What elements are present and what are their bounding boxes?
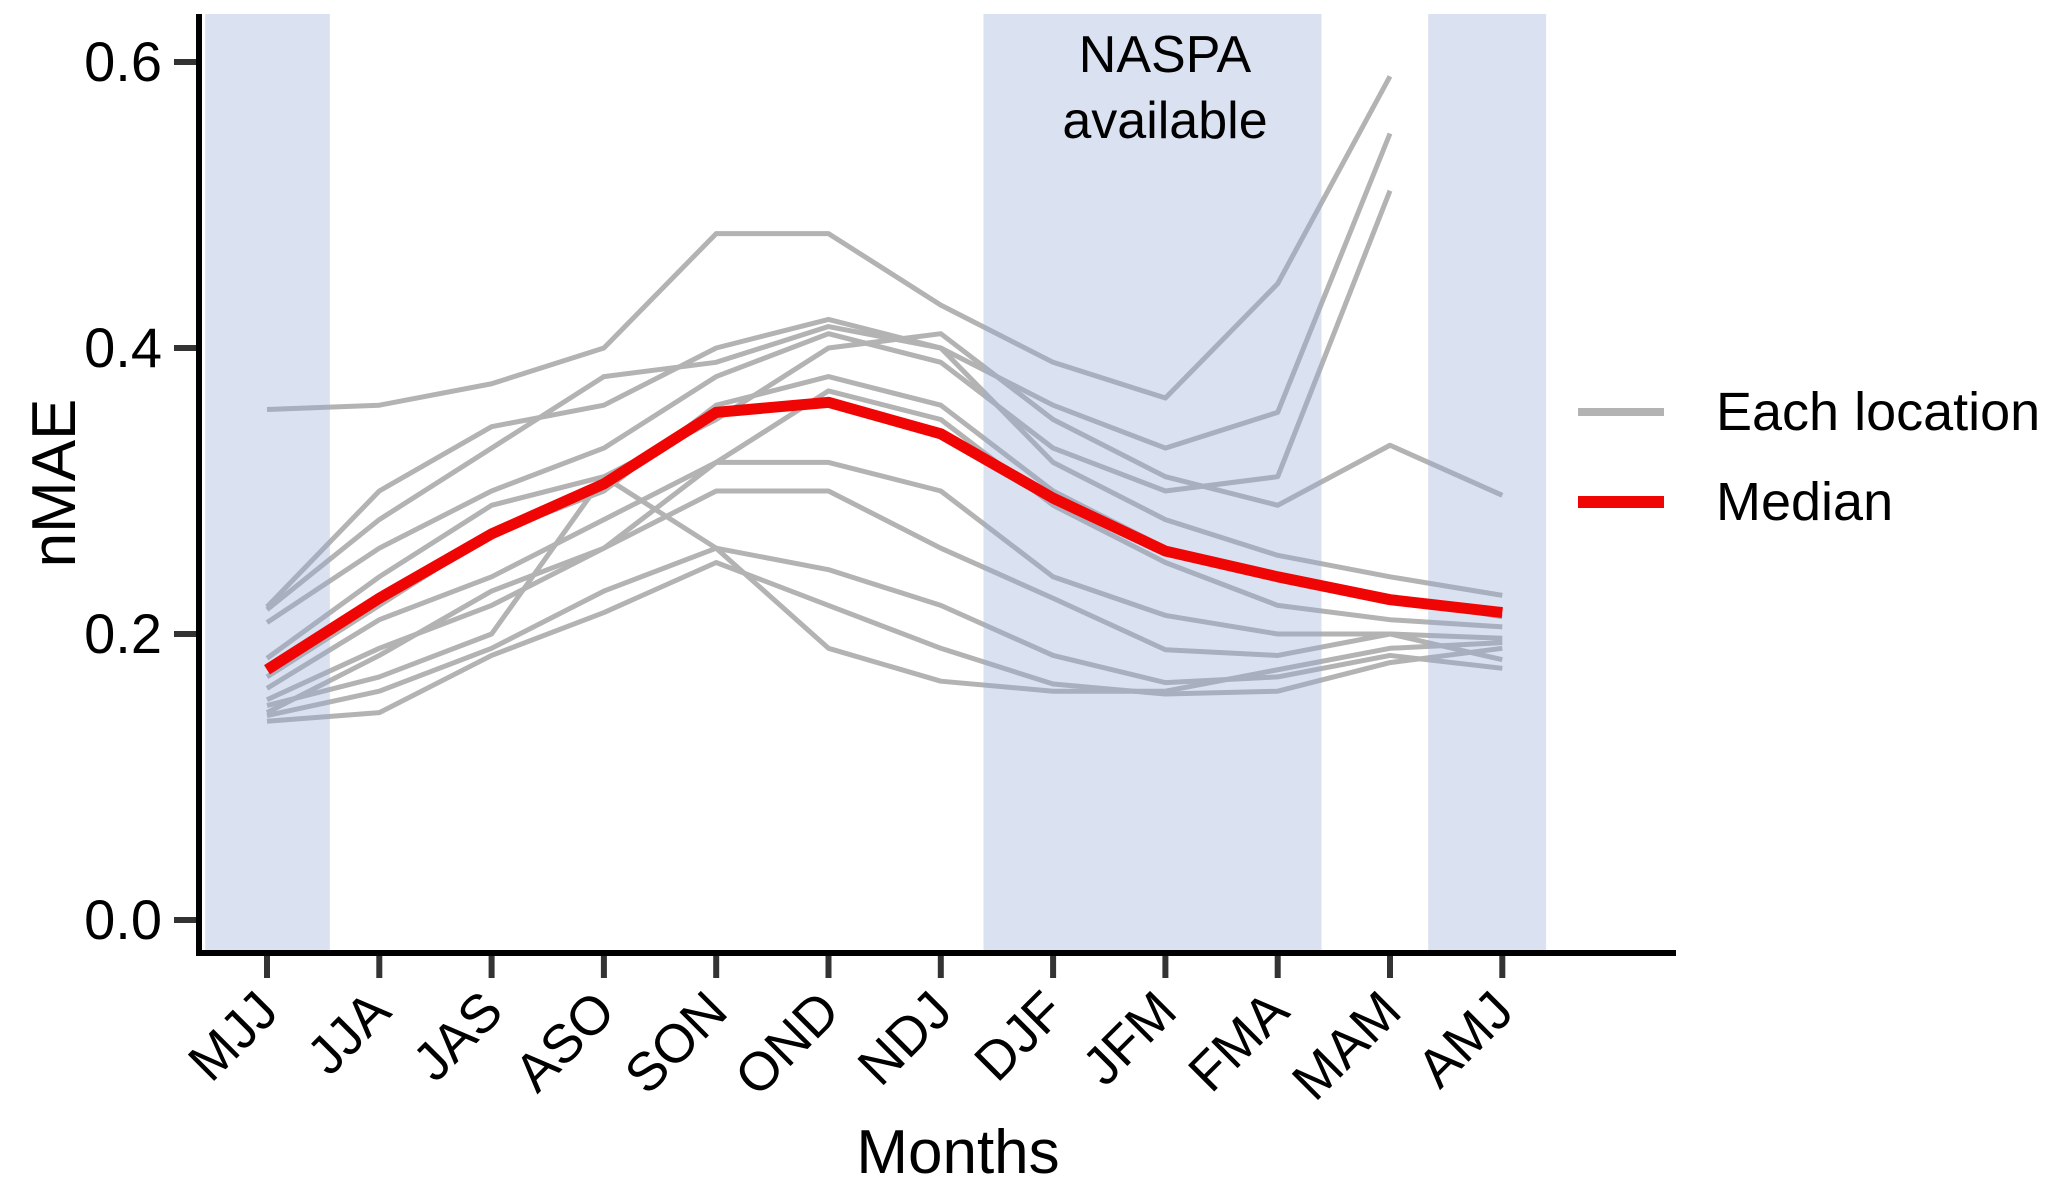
naspa-band-3 [1428, 14, 1547, 950]
legend-label-each-location: Each location [1716, 382, 2041, 442]
x-tick-mark [264, 956, 270, 978]
y-tick-label: 0.6 [84, 30, 162, 93]
x-tick-label-aso: ASO [503, 980, 626, 1103]
x-tick-label-djf: DJF [963, 980, 1075, 1092]
location-line-location-4 [265, 331, 1504, 661]
y-axis-line [196, 14, 202, 956]
naspa-band-1 [205, 14, 330, 950]
naspa-annotation-line1: NASPA [1078, 26, 1252, 84]
naspa-annotation-line2: available [1062, 92, 1268, 151]
y-tick-label: 0.0 [84, 888, 162, 951]
x-tick-label-mjj: MJJ [177, 980, 289, 1092]
median-line [264, 396, 1503, 675]
x-tick-mark [1162, 956, 1169, 978]
gray-line-swatch [1578, 408, 1664, 416]
y-tick-mark [174, 917, 196, 923]
x-tick-label-amj: AMJ [1406, 980, 1525, 1099]
legend: Each location Median [1578, 382, 2040, 562]
x-tick-label-jja: JJA [296, 980, 402, 1086]
naspa-annotation: NASPA available [965, 22, 1365, 154]
x-tick-mark [488, 956, 495, 978]
y-tick-label: 0.2 [84, 602, 162, 665]
y-tick-label: 0.4 [84, 316, 162, 379]
y-tick-mark [174, 59, 196, 65]
location-line-location-2 [265, 132, 1393, 609]
x-tick-label-jas: JAS [402, 980, 514, 1092]
x-axis-line [196, 950, 1676, 956]
x-tick-label-ndj: NDJ [847, 980, 964, 1097]
x-tick-label-fma: FMA [1177, 980, 1300, 1103]
location-line-location-5 [265, 324, 1503, 612]
location-line-location-7 [265, 388, 1503, 691]
x-tick-mark [937, 956, 944, 978]
legend-label-median: Median [1716, 472, 1894, 532]
x-tick-label-jfm: JFM [1071, 980, 1188, 1097]
x-tick-mark [1499, 956, 1506, 978]
x-tick-mark [600, 956, 607, 978]
location-line-location-10 [265, 488, 1503, 715]
legend-item-median: Median [1578, 472, 2040, 532]
location-line-location-12 [266, 560, 1503, 724]
location-line-location-1 [266, 75, 1393, 412]
x-tick-mark [1274, 956, 1281, 978]
x-tick-label-ond: OND [724, 980, 851, 1107]
y-tick-mark [174, 345, 196, 351]
x-tick-mark [376, 956, 383, 978]
legend-item-each-location: Each location [1578, 382, 2040, 442]
x-tick-label-son: SON [614, 980, 739, 1105]
y-axis-title: nMAE [20, 398, 89, 568]
y-tick-mark [174, 631, 196, 637]
naspa-band-2 [983, 14, 1322, 950]
x-tick-mark [1050, 956, 1057, 978]
location-line-location-9 [266, 474, 1503, 708]
x-tick-mark [713, 956, 720, 978]
x-tick-label-mam: MAM [1281, 980, 1413, 1112]
location-line-location-8 [265, 459, 1503, 703]
location-line-location-11 [266, 545, 1503, 718]
median-line-swatch [1578, 496, 1664, 508]
x-tick-mark [1387, 956, 1393, 978]
x-axis-title: Months [856, 1118, 1060, 1187]
x-tick-mark [825, 956, 832, 978]
